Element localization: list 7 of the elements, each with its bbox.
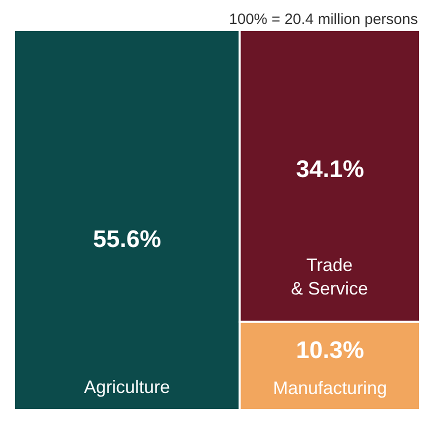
category-label: Agriculture <box>84 377 170 397</box>
data-label: 10.3% <box>296 337 364 364</box>
data-label: 34.1% <box>296 156 364 183</box>
category-label: Trade & Service <box>291 255 368 298</box>
data-label: 55.6% <box>93 226 162 253</box>
category-label: Manufacturing <box>273 378 388 398</box>
text: 100% = 20.4 million persons <box>229 11 418 28</box>
